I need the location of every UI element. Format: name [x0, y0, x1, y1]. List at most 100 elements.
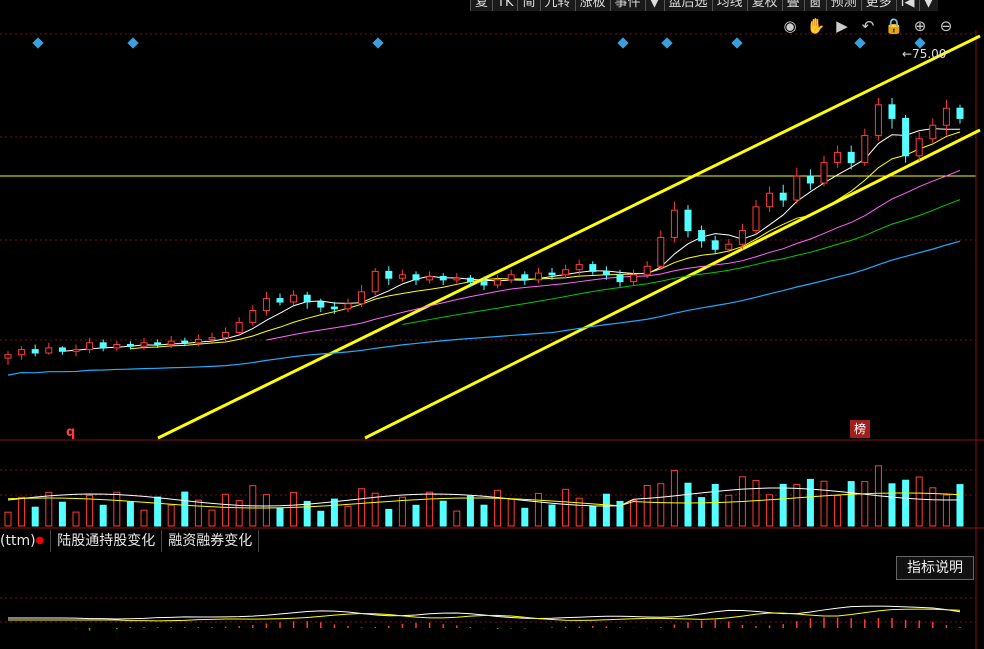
candle-body-43 [589, 264, 597, 272]
candle-5 [72, 344, 80, 357]
candle-52 [711, 235, 719, 255]
candle-body-6 [86, 342, 94, 351]
volume-bar-28 [385, 508, 393, 527]
volume-bar-56 [766, 494, 774, 527]
toolbar-button-7[interactable]: 盘后选 [663, 0, 712, 11]
zoom-out-icon[interactable]: ⊖ [939, 17, 953, 35]
candle-10 [140, 337, 148, 350]
candle-body-10 [140, 342, 148, 347]
toolbar-button-0[interactable]: 复 [470, 0, 493, 11]
toolbar-button-11[interactable]: 窗 [803, 0, 826, 11]
candle-body-22 [303, 294, 311, 303]
candle-16 [222, 327, 230, 342]
candle-31 [426, 271, 434, 284]
candle-60 [820, 155, 828, 187]
tab-hk-holding[interactable]: 陆股通持股变化 [51, 530, 163, 552]
tab-margin[interactable]: 融资融券变化 [162, 530, 260, 552]
candle-body-5 [72, 349, 80, 352]
grid-lines [0, 30, 984, 649]
candle-32 [439, 273, 447, 285]
candle-body-64 [874, 104, 882, 136]
candle-body-44 [602, 270, 610, 276]
volume-bar-10 [140, 509, 148, 527]
candle-28 [385, 266, 393, 285]
volume-bar-2 [31, 506, 39, 527]
candle-21 [290, 290, 298, 306]
bang-label[interactable]: 榜 [850, 420, 870, 438]
play-icon[interactable]: ▶ [836, 17, 848, 35]
candle-33 [453, 273, 461, 284]
volume-bar-39 [534, 492, 542, 527]
volume-bar-68 [929, 487, 937, 527]
candle-25 [344, 298, 352, 313]
candle-body-23 [317, 301, 325, 308]
event-marker-0 [32, 37, 44, 49]
volume-bar-15 [208, 509, 216, 527]
event-marker-6 [854, 37, 866, 49]
candle-body-65 [888, 104, 896, 119]
toolbar-button-10[interactable]: 叠 [781, 0, 804, 11]
toolbar-button-13[interactable]: 更多 [860, 0, 896, 11]
volume-bar-16 [222, 493, 230, 527]
volume-bar-5 [72, 511, 80, 527]
indicator-explain-button[interactable]: 指标说明 [896, 556, 974, 580]
tab-ttm[interactable]: (ttm)● [0, 530, 52, 552]
candle-61 [834, 145, 842, 168]
eye-icon[interactable]: ◉ [783, 17, 797, 35]
volume-bar-22 [303, 500, 311, 527]
candle-42 [575, 259, 583, 275]
candle-13 [181, 337, 189, 347]
candle-body-31 [426, 276, 434, 281]
candle-body-45 [616, 274, 624, 283]
candle-2 [31, 344, 39, 357]
volume-bar-9 [126, 501, 134, 527]
candle-body-36 [494, 279, 502, 286]
candle-body-27 [371, 270, 379, 293]
event-marker-5 [731, 37, 743, 49]
volume-bar-57 [779, 483, 787, 527]
zoom-in-icon[interactable]: ⊕ [913, 17, 927, 35]
candle-body-33 [453, 277, 461, 281]
volume-bar-30 [412, 504, 420, 527]
candle-0 [4, 351, 12, 365]
toolbar-button-3[interactable]: 九转 [539, 0, 575, 11]
candle-59 [806, 169, 814, 190]
candle-45 [616, 269, 624, 287]
candle-34 [466, 274, 474, 287]
lock-icon[interactable]: 🔒 [884, 17, 904, 35]
toolbar-button-6[interactable]: ▼ [644, 0, 664, 11]
toolbar-button-9[interactable]: 复权 [746, 0, 782, 11]
toolbar-button-2[interactable]: 简 [517, 0, 540, 11]
volume-bar-42 [575, 497, 583, 527]
toolbar-button-8[interactable]: 均线 [711, 0, 747, 11]
candle-9 [126, 341, 134, 350]
osc-line-white [8, 605, 961, 620]
candle-body-7 [99, 342, 107, 349]
candle-58 [793, 167, 801, 204]
volume-bar-48 [657, 483, 665, 527]
volume-bar-1 [18, 496, 26, 527]
volume-bar-3 [45, 491, 53, 527]
toolbar-button-14[interactable]: I◀ [895, 0, 919, 11]
candle-29 [398, 269, 406, 282]
candle-body-12 [167, 340, 175, 346]
hand-icon[interactable]: ✋ [806, 17, 826, 35]
undo-icon[interactable]: ↶ [861, 17, 875, 35]
candle-body-40 [548, 272, 556, 276]
toolbar-button-5[interactable]: 事件 [609, 0, 645, 11]
toolbar-button-1[interactable]: TK [492, 0, 518, 11]
candle-38 [521, 271, 529, 285]
candle-body-39 [534, 272, 542, 281]
toolbar-button-12[interactable]: 预测 [825, 0, 861, 11]
candle-body-16 [222, 332, 230, 339]
event-marker-2 [372, 37, 384, 49]
toolbar-button-15[interactable]: ▼ [918, 0, 938, 11]
volume-bar-0 [4, 511, 12, 527]
event-marker-7 [914, 37, 926, 49]
volume-bar-19 [262, 494, 270, 527]
volume-bar-35 [480, 504, 488, 527]
candle-70 [956, 104, 964, 124]
volume-ma-yellow [7, 492, 961, 509]
toolbar-button-4[interactable]: 涨板 [574, 0, 610, 11]
